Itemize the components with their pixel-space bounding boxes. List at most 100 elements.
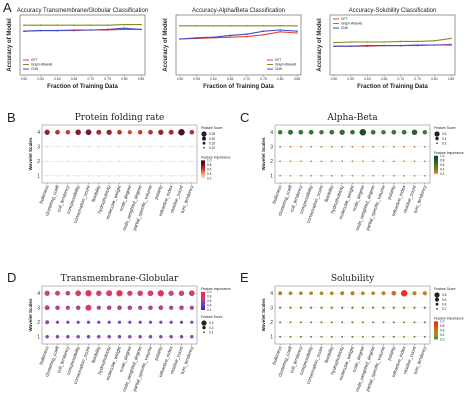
feature-bubble [45,335,49,339]
size-legend-dot [203,147,205,149]
colorbar-tick-label: 0.2 [207,177,212,181]
feature-bubble [298,129,304,135]
feature-bubble [66,174,69,177]
feature-bubble [330,306,334,309]
feature-bubble [341,145,344,148]
series-point [106,24,109,27]
feature-bubble [341,160,344,163]
y-tick-label: 4 [270,130,273,136]
series-point [246,33,248,35]
feature-bubble [361,160,364,163]
feature-bubble [360,291,365,296]
feature-bubble [361,174,364,177]
x-tick-label: 0.50 [331,77,338,81]
series-point [246,35,248,38]
panel-letter-e: E [240,270,249,285]
feature-bubble [128,174,131,177]
colorbar-tick-label: 1.0 [440,320,445,324]
x-tick-label: 0.50 [177,77,184,81]
feature-bubble [278,291,283,296]
feature-bubble [372,321,375,324]
y-tick-label: 3 [270,305,273,311]
size-legend-label: 0.15 [209,141,215,145]
feature-bubble [371,306,375,309]
feature-bubble [188,290,195,297]
feature-label: flexibility [324,345,335,364]
feature-bubble [372,145,375,148]
feature-bubble [179,320,184,324]
feature-label: polarity [154,345,164,361]
feature-label: bulkiness [38,345,49,365]
feature-bubble [149,174,152,177]
feature-bubble [423,335,426,338]
feature-bubble [319,291,324,296]
series-point [179,38,181,40]
feature-bubble [279,145,282,148]
legend-label: GFT [341,17,347,21]
feature-bubble [189,129,195,135]
feature-bubble [341,321,344,324]
feature-bubble [139,145,142,148]
feature-bubble [157,290,164,297]
feature-bubble [106,305,112,310]
feature-bubble [403,160,406,163]
feature-bubble [341,335,344,338]
series-point [39,24,42,27]
series-point [229,34,231,37]
feature-bubble [44,290,50,296]
feature-bubble [65,305,70,310]
series-point [383,44,385,47]
feature-bubble [309,306,313,309]
feature-bubble [392,335,395,338]
y-tick-label: 3 [270,144,273,150]
feature-label: flexibility [91,184,102,203]
x-tick-label: 0.75 [260,77,267,81]
feature-bubble [147,290,154,297]
feature-bubble [288,291,293,296]
feature-bubble [127,305,133,310]
feature-bubble [279,174,282,177]
y-axis-label: Wavelet Scales [28,298,33,331]
feature-bubble [279,335,282,338]
feature-bubble [310,335,313,338]
colorbar [201,292,205,310]
x-tick-label: 0.80 [121,77,128,81]
feature-bubble [128,335,132,339]
size-legend-dot [436,308,438,310]
series-point [433,44,436,46]
feature-bubble [97,320,101,324]
feature-bubble [44,129,50,135]
x-tick-label: 0.55 [37,77,44,81]
series-point [296,25,298,27]
series-point [195,25,198,27]
colorbar-tick-label: 0.6 [207,299,212,303]
feature-bubble [320,321,323,324]
size-legend-label: 0.2 [442,307,447,311]
color-legend-title: Feature Importance [434,151,464,155]
feature-bubble [411,129,418,135]
feature-bubble [56,174,59,177]
series-point [229,25,231,27]
feature-bubble [423,306,427,309]
feature-bubble [87,145,90,148]
feature-bubble [320,160,323,163]
feature-bubble [320,145,323,148]
feature-bubble [382,160,385,163]
feature-bubble [128,160,131,163]
line-chart-a3: Accuracy-Solubility Classification Fracti… [317,8,456,90]
feature-bubble [403,321,406,324]
x-tick-label: 0.50 [21,77,28,81]
feature-bubble [403,174,406,177]
feature-bubble [168,290,174,296]
x-tick-label: 0.65 [227,77,234,81]
colorbar [434,321,438,340]
series-point [433,40,436,42]
feature-bubble [118,160,121,163]
feature-bubble [108,174,111,177]
feature-bubble [372,174,375,177]
y-axis-label: Wavelet Scales [261,137,266,170]
feature-bubble [127,290,133,296]
feature-bubble [86,320,91,324]
feature-bubble [330,321,333,324]
